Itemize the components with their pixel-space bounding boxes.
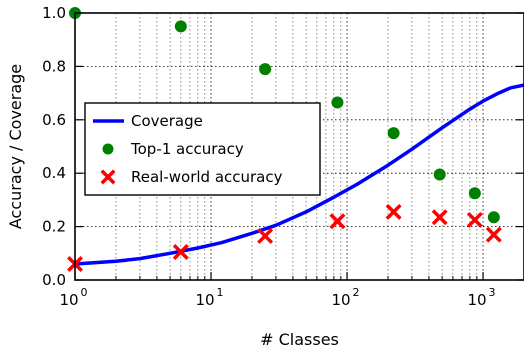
plot-area [67,7,524,272]
top1-accuracy-point [259,63,272,76]
realworld-accuracy-point [485,226,502,243]
realworld-accuracy-point [172,243,189,260]
legend-box [84,102,321,196]
top1-accuracy-point [331,96,344,109]
legend-realworld-label: Real-world accuracy [131,168,283,186]
plot-frame [74,12,524,281]
realworld-accuracy-point [257,227,274,244]
legend: Coverage Top-1 accuracy Real-world accur… [84,102,321,196]
top1-accuracy-point [387,127,400,140]
x-tick-exponent: 3 [489,286,496,299]
top1-accuracy-point [468,187,481,200]
x-axis-label: # Classes [260,330,339,349]
x-tick-label: 10 [331,291,350,309]
coverage-line [74,83,524,266]
legend-realworld-swatch [100,169,116,185]
realworld-x-stroke [485,226,502,243]
y-tick-label: 1.0 [42,4,66,22]
x-tick-label: 10 [468,291,487,309]
ticks: 10 0 10 1 10 2 10 30.00.20.40.60.81.0 [42,4,524,309]
legend-top1-label: Top-1 accuracy [130,140,244,158]
y-tick-label: 0.0 [42,271,66,289]
x-tick-exponent: 1 [217,286,224,299]
realworld-x-stroke [466,211,483,228]
realworld-accuracy-point [431,209,448,226]
legend-coverage-label: Coverage [131,112,203,130]
top1-accuracy-point [487,211,500,224]
x-tick-exponent: 2 [353,286,360,299]
top1-accuracy-point [174,20,187,33]
realworld-x-stroke [257,227,274,244]
y-tick-label: 0.2 [42,218,66,236]
x-tick-exponent: 0 [81,286,88,299]
x-tick-label: 10 [59,291,78,309]
realworld-x-stroke [172,243,189,260]
realworld-x-stroke [329,213,346,230]
y-tick-label: 0.4 [42,164,66,182]
y-tick-label: 0.8 [42,57,66,75]
realworld-x-stroke [385,203,402,220]
y-tick-label: 0.6 [42,111,66,129]
realworld-accuracy-point [466,211,483,228]
x-tick-label: 10 [195,291,214,309]
legend-top1-swatch [102,143,114,155]
realworld-accuracy-point [385,203,402,220]
realworld-x-stroke [431,209,448,226]
realworld-accuracy-point [329,213,346,230]
y-axis-label: Accuracy / Coverage [6,64,25,229]
top1-accuracy-point [433,168,446,181]
